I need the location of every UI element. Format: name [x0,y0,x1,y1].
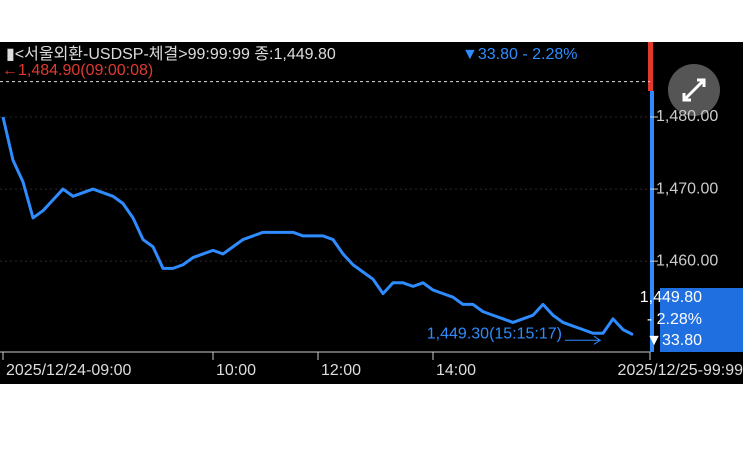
high-label: ←1,484.90(09:00:08) [2,62,153,79]
last-price: 1,449.80 [640,289,702,306]
price-line [1,116,634,337]
x-tick-label: 2025/12/25-99:99 [618,362,743,379]
low-arrow [565,335,602,345]
y-tick-label: 1,460.00 [656,252,718,269]
x-tick-label: 10:00 [216,362,256,379]
x-tick-label: 12:00 [321,362,361,379]
y-tick-label: 1,480.00 [656,108,718,125]
x-tick-label: 2025/12/24-09:00 [6,362,132,379]
header-change: ▼33.80 - 2.28% [462,46,577,63]
last-change: ▼33.80 [646,332,702,349]
expand-icon [682,78,706,102]
range-bar-up [648,42,653,91]
header-title: ▮<서울외환-USDSP-체결>99:99:99 종:1,449.80 [6,45,336,63]
last-pct: - 2.28% [647,311,702,328]
range-bar-down [650,91,654,352]
y-tick-label: 1,470.00 [656,180,718,197]
low-label: 1,449.30(15:15:17) [427,326,562,343]
x-tick-label: 14:00 [436,362,476,379]
last-price-box [660,288,743,352]
